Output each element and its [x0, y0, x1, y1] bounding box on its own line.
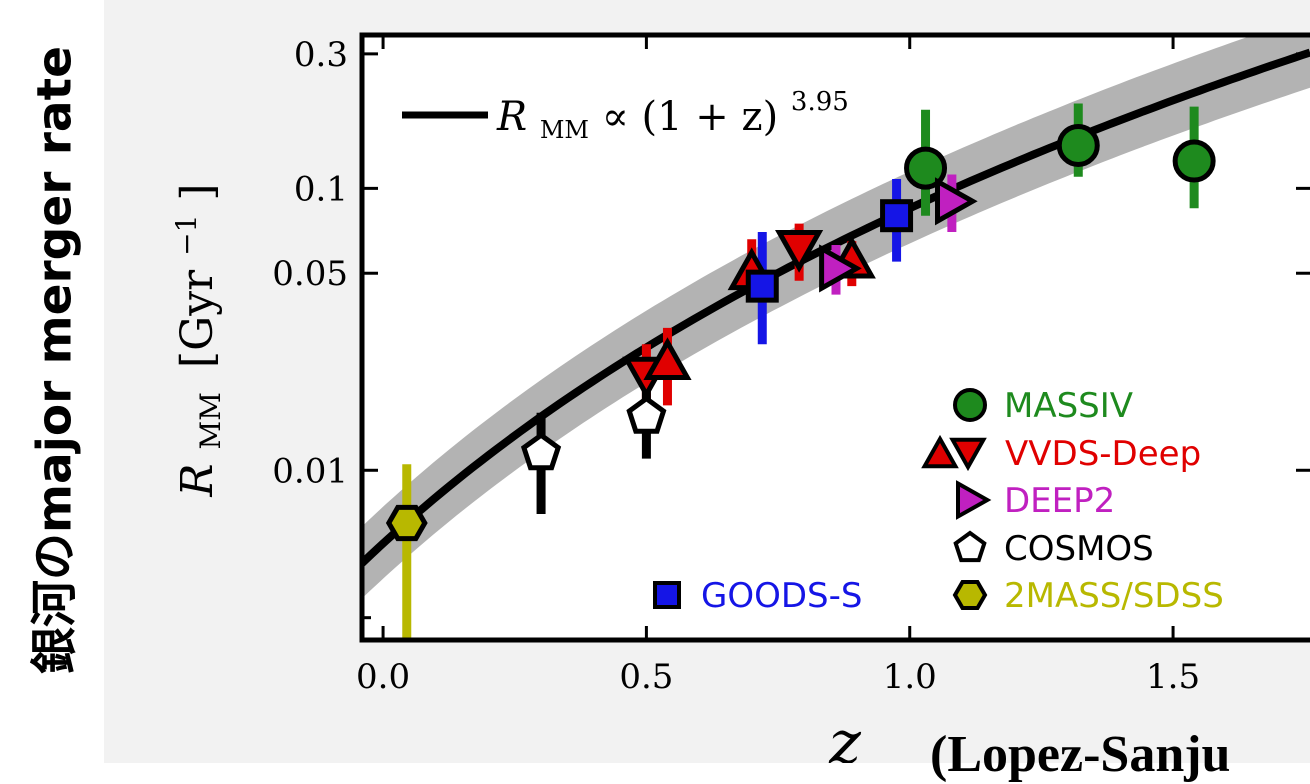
fit-uncertainty-band-layer [362, 35, 1310, 640]
y-tick-label-1: 0.05 [272, 254, 348, 294]
y-axis-title-close: ] [172, 183, 223, 200]
cosmos-point-1 [626, 395, 667, 434]
fit-uncertainty-band [362, 35, 1310, 599]
massiv-point-1 [1056, 123, 1100, 167]
source-credit: (Lopez-Sanju [930, 726, 1231, 783]
vvds-deep-point-1 [643, 337, 692, 380]
legend-2mass-sdss-marker [952, 580, 988, 610]
legend-massiv-label: MASSIV [1004, 386, 1133, 426]
vvds-deep-point-3 [775, 230, 824, 273]
goods-s-point-0 [745, 269, 779, 303]
legend-cosmos-label: COSMOS [1004, 529, 1154, 569]
x-tick-label-1: 0.5 [619, 657, 673, 697]
legend-goods-s-label: GOODS-S [701, 576, 862, 616]
legend-2mass-sdss-label: 2MASS/SDSS [1004, 576, 1224, 616]
merger-rate-chart: 0.0 0.5 1.0 1.5 0.01 0.05 0.1 0.3 MASSIV VVDS-De… [156, 32, 1310, 763]
goods-s-point-1 [880, 199, 914, 233]
deep2-point-1 [935, 177, 978, 226]
legend-massiv-marker [953, 388, 987, 422]
y-tick-label-3: 0.3 [294, 35, 348, 75]
fit-legend: R MM ∝ (1 + z) 3.95 [402, 87, 849, 148]
y-axis-title-exp: −1 [170, 215, 203, 256]
fit-legend-label: R MM ∝ (1 + z) 3.95 [496, 87, 849, 148]
2mass-sdss-point-0 [385, 504, 428, 542]
legend-deep2-label: DEEP2 [1004, 481, 1115, 521]
legend-vvds-deep-marker-up [921, 434, 959, 469]
fit-label-sub: MM [540, 116, 589, 144]
axes-frame [359, 32, 1310, 643]
fit-label-main: R [496, 94, 527, 140]
y-tick-label-2: 0.1 [294, 169, 348, 209]
axis-titles-layer: z R MM [Gyr −1 ] [156, 183, 861, 763]
legend-deep2-marker [956, 480, 992, 520]
y-axis-title-sub: MM [194, 392, 227, 449]
y-axis-title-main: R [172, 463, 223, 497]
legend-layer: MASSIV VVDS-Deep DEEP2 COSMOS GOODS-S 2MASS/S… [653, 386, 1224, 616]
x-axis-title: z [828, 708, 861, 763]
y-axis-title: R MM [Gyr −1 ] [156, 183, 231, 497]
axes-layer: 0.0 0.5 1.0 1.5 0.01 0.05 0.1 0.3 [272, 32, 1310, 697]
legend-vvds-deep-marker-down [949, 437, 987, 472]
fit-curve [362, 48, 1310, 567]
y-axis-title-units: [Gyr [172, 269, 223, 368]
fit-label-rest: ∝ (1 + z) [602, 94, 778, 140]
cosmos-point-0 [520, 432, 562, 471]
marker-layer [385, 123, 1216, 542]
left-title-strip [0, 0, 104, 763]
massiv-point-2 [1172, 139, 1216, 183]
legend-vvds-deep-label: VVDS-Deep [1005, 434, 1201, 474]
x-tick-label-0: 0.0 [356, 657, 410, 697]
y-tick-label-0: 0.01 [272, 451, 348, 491]
fit-curve-layer [362, 48, 1310, 567]
legend-cosmos-marker [953, 530, 987, 563]
x-tick-label-3: 1.5 [1146, 657, 1200, 697]
x-tick-label-2: 1.0 [883, 657, 937, 697]
legend-goods-s-marker [653, 581, 681, 609]
fit-label-exp: 3.95 [791, 87, 849, 117]
deep2-point-0 [819, 244, 862, 293]
